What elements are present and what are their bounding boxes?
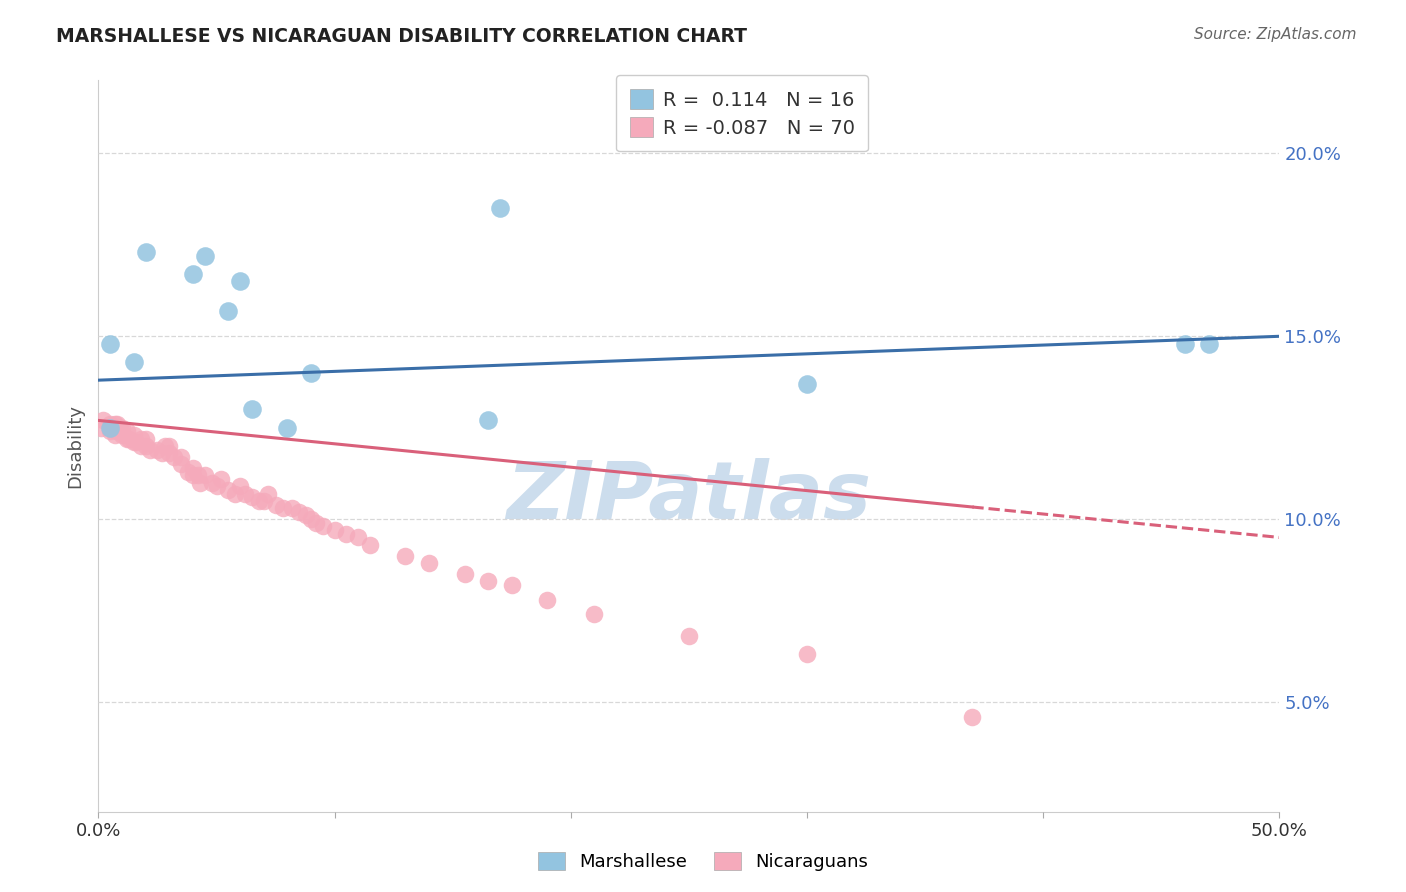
Point bbox=[536, 592, 558, 607]
Point bbox=[105, 417, 128, 431]
Point bbox=[281, 501, 304, 516]
Point bbox=[157, 439, 180, 453]
Point bbox=[163, 450, 186, 464]
Legend: R =  0.114   N = 16, R = -0.087   N = 70: R = 0.114 N = 16, R = -0.087 N = 70 bbox=[616, 75, 869, 152]
Point bbox=[501, 578, 523, 592]
Point bbox=[335, 526, 357, 541]
Point bbox=[181, 468, 204, 483]
Point bbox=[108, 421, 131, 435]
Point bbox=[194, 468, 217, 483]
Point bbox=[153, 439, 176, 453]
Point bbox=[418, 556, 440, 570]
Point bbox=[229, 274, 252, 288]
Point bbox=[796, 648, 818, 662]
Point bbox=[477, 574, 499, 589]
Point bbox=[90, 421, 112, 435]
Point bbox=[229, 479, 252, 493]
Point bbox=[288, 505, 311, 519]
Point bbox=[129, 439, 152, 453]
Text: Source: ZipAtlas.com: Source: ZipAtlas.com bbox=[1194, 27, 1357, 42]
Text: ZIPatlas: ZIPatlas bbox=[506, 458, 872, 536]
Point bbox=[253, 494, 276, 508]
Point bbox=[157, 446, 180, 460]
Point bbox=[1174, 336, 1197, 351]
Point bbox=[962, 709, 984, 723]
Point bbox=[240, 402, 263, 417]
Point bbox=[188, 475, 211, 490]
Point bbox=[678, 629, 700, 643]
Point bbox=[295, 508, 318, 523]
Point bbox=[98, 425, 121, 439]
Point bbox=[201, 475, 224, 490]
Point bbox=[122, 428, 145, 442]
Point bbox=[98, 417, 121, 431]
Point bbox=[209, 472, 232, 486]
Point bbox=[135, 439, 157, 453]
Point bbox=[135, 432, 157, 446]
Point bbox=[305, 516, 328, 530]
Point bbox=[177, 465, 200, 479]
Point bbox=[98, 336, 121, 351]
Point bbox=[205, 479, 228, 493]
Point bbox=[257, 486, 280, 500]
Point bbox=[187, 468, 209, 483]
Point bbox=[233, 486, 256, 500]
Point bbox=[170, 450, 193, 464]
Point bbox=[181, 267, 204, 281]
Point bbox=[1198, 336, 1220, 351]
Point bbox=[118, 432, 141, 446]
Point bbox=[135, 245, 157, 260]
Legend: Marshallese, Nicaraguans: Marshallese, Nicaraguans bbox=[530, 845, 876, 879]
Point bbox=[453, 567, 475, 582]
Point bbox=[796, 376, 818, 391]
Point bbox=[312, 519, 335, 533]
Point bbox=[105, 425, 128, 439]
Point bbox=[299, 512, 322, 526]
Point bbox=[394, 549, 416, 563]
Point bbox=[129, 432, 152, 446]
Text: MARSHALLESE VS NICARAGUAN DISABILITY CORRELATION CHART: MARSHALLESE VS NICARAGUAN DISABILITY COR… bbox=[56, 27, 747, 45]
Point bbox=[122, 435, 145, 450]
Point bbox=[125, 435, 148, 450]
Point bbox=[115, 432, 138, 446]
Point bbox=[217, 483, 239, 497]
Point bbox=[323, 523, 346, 537]
Point bbox=[271, 501, 294, 516]
Point bbox=[139, 442, 162, 457]
Point bbox=[111, 421, 134, 435]
Point bbox=[224, 486, 246, 500]
Point bbox=[104, 417, 127, 431]
Point bbox=[359, 538, 381, 552]
Point bbox=[477, 413, 499, 427]
Point bbox=[347, 530, 370, 544]
Point bbox=[105, 425, 128, 439]
Point bbox=[217, 303, 239, 318]
Point bbox=[240, 490, 263, 504]
Point bbox=[104, 428, 127, 442]
Point bbox=[115, 425, 138, 439]
Point bbox=[299, 366, 322, 380]
Point bbox=[276, 421, 298, 435]
Point bbox=[247, 494, 270, 508]
Point bbox=[91, 413, 114, 427]
Point bbox=[194, 249, 217, 263]
Point bbox=[146, 442, 169, 457]
Point bbox=[489, 202, 512, 216]
Point bbox=[170, 457, 193, 471]
Point bbox=[98, 421, 121, 435]
Point bbox=[111, 428, 134, 442]
Point bbox=[583, 607, 606, 622]
Point bbox=[181, 461, 204, 475]
Point bbox=[150, 446, 173, 460]
Point bbox=[264, 498, 287, 512]
Y-axis label: Disability: Disability bbox=[66, 404, 84, 488]
Point bbox=[122, 355, 145, 369]
